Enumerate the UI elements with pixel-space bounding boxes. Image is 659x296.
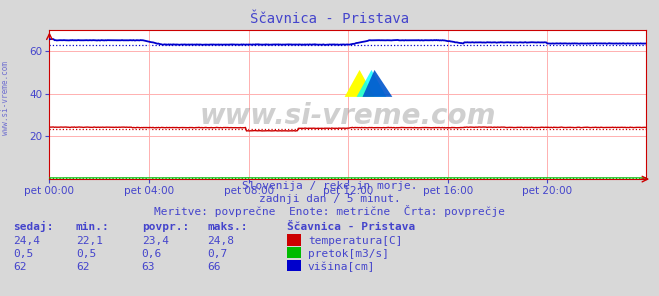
Text: 62: 62: [13, 262, 26, 272]
Text: 0,5: 0,5: [76, 249, 96, 259]
Text: povpr.:: povpr.:: [142, 222, 189, 232]
Text: 0,7: 0,7: [208, 249, 228, 259]
Text: 24,8: 24,8: [208, 236, 235, 246]
Text: Ščavnica - Pristava: Ščavnica - Pristava: [287, 222, 415, 232]
Text: 66: 66: [208, 262, 221, 272]
Text: min.:: min.:: [76, 222, 109, 232]
Text: temperatura[C]: temperatura[C]: [308, 236, 402, 246]
Text: 0,5: 0,5: [13, 249, 34, 259]
Text: sedaj:: sedaj:: [13, 221, 53, 232]
Polygon shape: [362, 70, 392, 97]
Text: maks.:: maks.:: [208, 222, 248, 232]
Text: 62: 62: [76, 262, 89, 272]
Polygon shape: [345, 70, 374, 97]
Text: www.si-vreme.com: www.si-vreme.com: [1, 61, 10, 135]
Polygon shape: [357, 70, 386, 97]
Text: 23,4: 23,4: [142, 236, 169, 246]
Text: 0,6: 0,6: [142, 249, 162, 259]
Text: Meritve: povprečne  Enote: metrične  Črta: povprečje: Meritve: povprečne Enote: metrične Črta:…: [154, 205, 505, 217]
Text: zadnji dan / 5 minut.: zadnji dan / 5 minut.: [258, 194, 401, 204]
Text: 63: 63: [142, 262, 155, 272]
Text: Ščavnica - Pristava: Ščavnica - Pristava: [250, 12, 409, 26]
Text: pretok[m3/s]: pretok[m3/s]: [308, 249, 389, 259]
Text: www.si-vreme.com: www.si-vreme.com: [200, 102, 496, 130]
Text: 22,1: 22,1: [76, 236, 103, 246]
Text: Slovenija / reke in morje.: Slovenija / reke in morje.: [242, 181, 417, 191]
Text: 24,4: 24,4: [13, 236, 40, 246]
Text: višina[cm]: višina[cm]: [308, 262, 375, 272]
